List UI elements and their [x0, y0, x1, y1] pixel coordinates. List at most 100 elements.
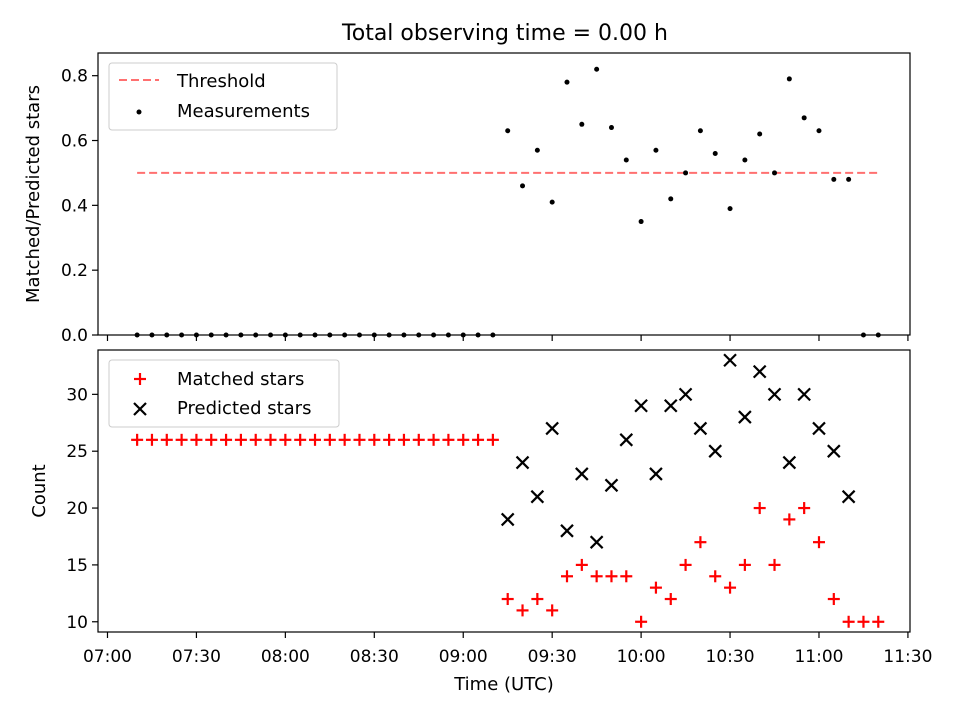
x-tick-label: 10:00 [617, 647, 666, 667]
measurement-point [223, 332, 229, 338]
top-y-ticks: 0.0 0.2 0.4 0.6 0.8 [61, 67, 98, 346]
matched-star-marker [442, 433, 455, 446]
matched-star-marker [560, 570, 573, 583]
matched-star-marker [338, 433, 351, 446]
measurements-legend-label: Measurements [177, 101, 310, 122]
predicted-star-marker [530, 489, 545, 504]
predicted-star-marker [797, 387, 811, 402]
x-tick-label: 11:30 [883, 647, 932, 667]
measurement-point [179, 332, 185, 338]
matched-star-marker [131, 433, 144, 446]
top-y-tick-label: 0.0 [61, 326, 88, 346]
measurement-point [564, 79, 570, 85]
measurement-point [831, 176, 837, 182]
measurement-point [520, 183, 526, 189]
matched-star-marker [397, 433, 410, 446]
x-tick-label: 07:30 [172, 647, 221, 667]
measurement-point [594, 66, 600, 72]
measurement-point [653, 147, 659, 153]
matched-star-marker [353, 433, 366, 446]
measurement-point [238, 332, 244, 338]
predicted-star-marker [693, 421, 708, 436]
matched-star-marker [783, 513, 796, 526]
measurement-point [164, 332, 170, 338]
predicted-star-marker [500, 512, 515, 527]
predicted-star-marker [678, 387, 693, 402]
matched-star-marker [531, 593, 544, 606]
matched-star-marker [635, 615, 648, 628]
predicted-stars-layer [500, 353, 856, 549]
matched-legend-swatch [134, 373, 146, 385]
x-tick-label: 08:30 [350, 647, 399, 667]
measurement-point [342, 332, 348, 338]
matched-star-marker [590, 570, 603, 583]
measurement-point [445, 332, 451, 338]
matched-star-marker [798, 502, 811, 515]
matched-star-marker [486, 433, 499, 446]
measurement-point [312, 332, 318, 338]
predicted-star-marker [619, 433, 634, 447]
measurement-point [846, 176, 852, 182]
bottom-y-tick-label: 10 [66, 613, 88, 633]
measurement-point [742, 157, 748, 163]
matched-star-marker [546, 604, 559, 617]
predicted-star-marker [649, 467, 663, 481]
matched-star-marker [738, 558, 751, 571]
matched-star-marker [857, 615, 870, 628]
matched-star-marker [145, 433, 158, 446]
measurement-point [356, 332, 362, 338]
measurement-point [134, 332, 140, 338]
matched-star-marker [872, 615, 885, 628]
x-axis-label: Time (UTC) [453, 674, 554, 695]
bottom-legend: Matched stars Predicted stars [108, 359, 340, 428]
matched-star-marker [190, 433, 203, 446]
matched-star-marker [368, 433, 381, 446]
measurement-point [608, 125, 614, 131]
predicted-star-marker [841, 489, 856, 504]
matched-star-marker [457, 433, 470, 446]
measurement-point [801, 115, 807, 121]
measurement-point [431, 332, 437, 338]
measurement-point [416, 332, 422, 338]
matched-star-marker [620, 570, 633, 583]
predicted-star-marker [752, 364, 767, 379]
measurement-point [297, 332, 303, 338]
x-tick-label: 10:30 [706, 647, 755, 667]
x-tick-label: 11:00 [794, 647, 843, 667]
top-plot-frame [97, 52, 911, 336]
matched-star-marker [323, 433, 336, 446]
matched-star-marker [605, 570, 618, 583]
matched-star-marker [501, 593, 514, 606]
measurement-point [549, 199, 555, 205]
matched-star-marker [516, 604, 529, 617]
matched-star-marker [724, 581, 737, 594]
matched-star-marker [427, 433, 440, 446]
matched-star-marker [753, 502, 766, 515]
bottom-legend-box [108, 359, 340, 428]
bottom-y-tick-label: 15 [66, 556, 88, 576]
bottom-y-ticks: 10 15 20 25 30 [66, 385, 98, 633]
matched-star-marker [160, 433, 173, 446]
top-y-tick-label: 0.6 [61, 132, 88, 152]
measurement-point [505, 128, 511, 134]
predicted-star-marker [663, 398, 678, 413]
matched-star-marker [664, 593, 677, 606]
measurement-point [772, 170, 778, 176]
predicted-star-marker [782, 455, 797, 470]
top-legend-box [108, 62, 338, 131]
measurement-point [490, 332, 496, 338]
predicted-star-marker [604, 478, 619, 493]
measurement-point [401, 332, 407, 338]
predicted-star-marker [767, 387, 782, 402]
top-legend: Threshold Measurements [108, 62, 338, 131]
matched-star-marker [768, 558, 781, 571]
matched-star-marker [472, 433, 485, 446]
matched-star-marker [294, 433, 307, 446]
matched-stars-layer [131, 433, 885, 628]
predicted-star-marker [634, 398, 648, 413]
matched-star-marker [205, 433, 218, 446]
predicted-star-marker [738, 410, 752, 424]
measurement-point [386, 332, 392, 338]
top-y-tick-label: 0.2 [61, 261, 88, 281]
